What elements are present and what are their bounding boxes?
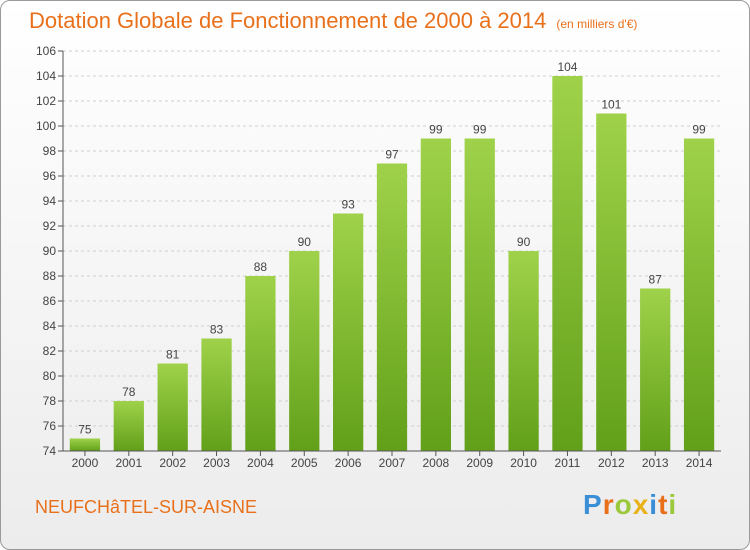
data-label: 99 [429, 123, 443, 137]
y-tick-label: 98 [43, 144, 57, 158]
y-tick-label: 78 [43, 394, 57, 408]
x-tick-label: 2006 [335, 456, 362, 470]
data-label: 75 [78, 423, 92, 437]
x-axis-ticks: 2000 2001 2002 2003 2004 2005 2006 2007 2008 2009… [72, 451, 713, 470]
proxiti-logo: Proxiti [583, 489, 677, 521]
x-tick-label: 2013 [642, 456, 669, 470]
logo-letter: t [658, 489, 669, 520]
bar [420, 138, 452, 451]
y-axis-ticks: 74 76 78 80 82 84 86 88 90 92 94 96 98 100 102 104 106 [36, 44, 63, 458]
bar [596, 113, 627, 451]
y-tick-label: 80 [43, 369, 57, 383]
y-tick-label: 100 [36, 119, 56, 133]
data-label: 88 [254, 260, 268, 274]
bar [201, 338, 232, 451]
x-tick-label: 2002 [159, 456, 186, 470]
y-tick-label: 104 [36, 69, 56, 83]
chart-title-text: Dotation Globale de Fonctionnement de 20… [29, 8, 547, 33]
data-label: 99 [692, 123, 706, 137]
data-label: 93 [341, 198, 355, 212]
y-tick-label: 88 [43, 269, 57, 283]
x-tick-label: 2012 [598, 456, 625, 470]
x-tick-label: 2008 [423, 456, 450, 470]
chart-subtitle: (en milliers d'€) [556, 17, 638, 31]
y-tick-label: 90 [43, 244, 57, 258]
data-label: 78 [122, 385, 136, 399]
bars: 75 78 81 83 88 90 93 97 99 99 90 104 101 87 99 [69, 60, 715, 451]
bar [289, 251, 320, 451]
bar [332, 213, 364, 451]
x-tick-label: 2014 [686, 456, 713, 470]
y-tick-label: 94 [43, 194, 57, 208]
bar [683, 138, 715, 451]
data-label: 97 [385, 148, 399, 162]
bar [552, 76, 583, 451]
bar [157, 363, 188, 451]
y-tick-label: 84 [43, 319, 57, 333]
x-tick-label: 2000 [72, 456, 99, 470]
x-tick-label: 2007 [379, 456, 406, 470]
bar [640, 288, 671, 451]
y-tick-label: 96 [43, 169, 57, 183]
logo-letter: i [649, 489, 659, 520]
y-tick-label: 102 [36, 94, 56, 108]
bar [69, 438, 101, 451]
data-label: 87 [649, 273, 663, 287]
logo-letter: x [632, 489, 650, 520]
y-tick-label: 82 [43, 344, 57, 358]
bar [464, 138, 495, 451]
y-tick-label: 92 [43, 219, 57, 233]
y-tick-label: 76 [43, 419, 57, 433]
x-tick-label: 2004 [247, 456, 274, 470]
y-tick-label: 106 [36, 44, 56, 58]
y-tick-label: 74 [43, 444, 57, 458]
x-tick-label: 2009 [466, 456, 493, 470]
data-label: 99 [473, 123, 487, 137]
data-label: 101 [601, 98, 621, 112]
logo-letter: r [602, 489, 615, 520]
logo-letter: i [668, 489, 678, 520]
bar [376, 163, 408, 451]
x-tick-label: 2011 [555, 456, 581, 470]
logo-letter: o [614, 489, 633, 520]
x-tick-label: 2001 [115, 456, 142, 470]
commune-name: NEUFCHâTEL-SUR-AISNE [35, 497, 258, 517]
bar [113, 401, 144, 451]
data-label: 90 [517, 235, 531, 249]
x-tick-label: 2005 [291, 456, 318, 470]
y-tick-label: 86 [43, 294, 57, 308]
chart-title: Dotation Globale de Fonctionnement de 20… [29, 8, 637, 34]
data-label: 83 [210, 323, 224, 337]
bar [245, 276, 276, 451]
x-tick-label: 2003 [203, 456, 230, 470]
data-label: 90 [298, 235, 312, 249]
data-label: 81 [166, 348, 180, 362]
data-label: 104 [557, 60, 577, 74]
axes [62, 51, 721, 452]
x-tick-label: 2010 [510, 456, 537, 470]
bar [508, 251, 539, 451]
logo-letter: P [583, 489, 603, 520]
